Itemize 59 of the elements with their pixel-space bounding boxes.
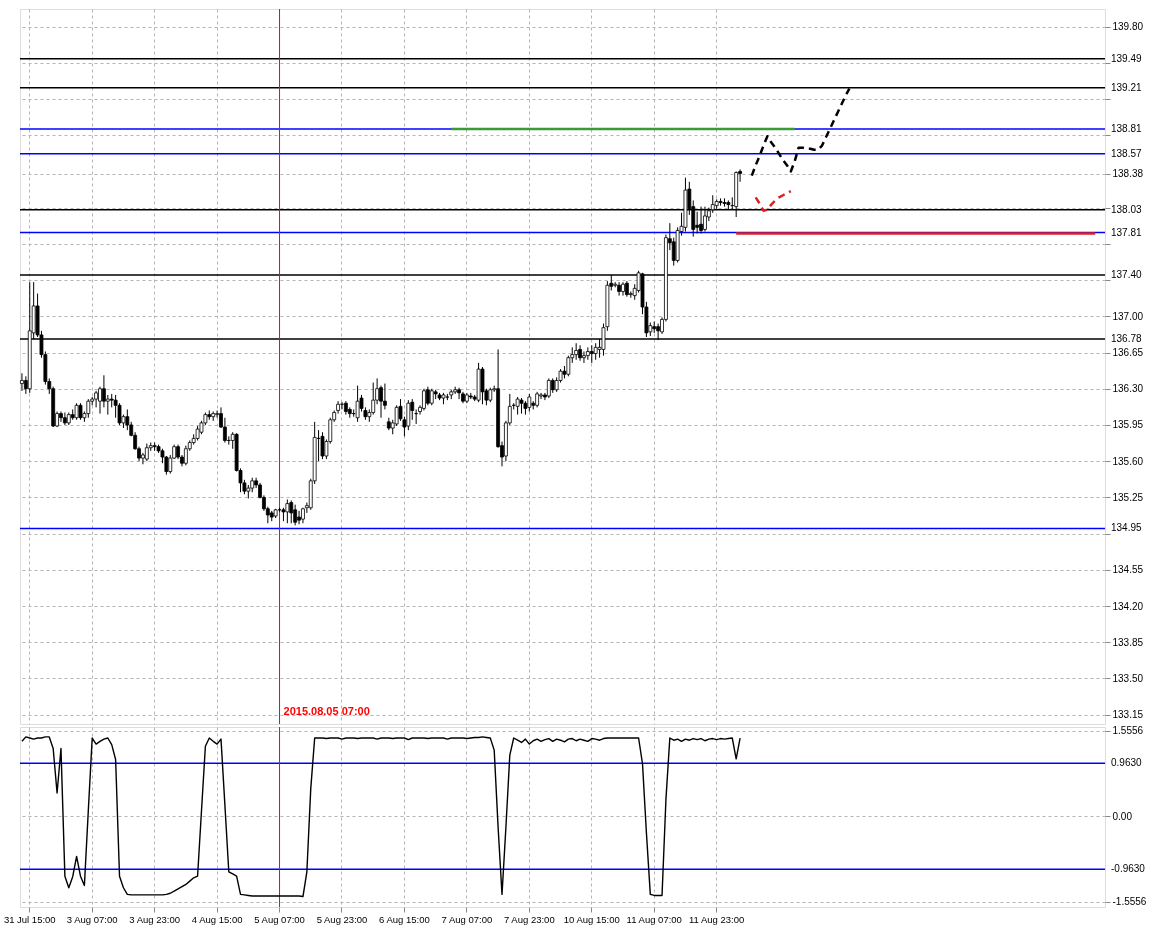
candlestick	[422, 388, 426, 411]
x-tick-label: 5 Aug 07:00	[254, 913, 305, 925]
y-tick-label: 134.55	[1112, 564, 1144, 576]
x-tick-label: 11 Aug 07:00	[626, 913, 682, 925]
y-tick-label: 139.80	[1112, 21, 1144, 33]
y-tick-label: 135.95	[1112, 419, 1144, 431]
x-tick-label: 7 Aug 23:00	[503, 913, 555, 925]
ref-line-label: 139.49	[1111, 52, 1143, 64]
y-tick-label: 134.20	[1112, 600, 1144, 612]
y-tick-label: -1.5556	[1112, 896, 1147, 908]
candlestick	[621, 281, 625, 297]
line-series	[21, 736, 741, 898]
y-tick-label: 138.38	[1112, 168, 1144, 180]
candlestick	[289, 500, 294, 524]
x-tick-label: 3 Aug 23:00	[129, 913, 181, 925]
ref-line-label: 139.21	[1111, 81, 1143, 93]
candlestick	[320, 431, 325, 460]
ref-line-label: 138.03	[1111, 203, 1143, 215]
y-tick-label: 136.65	[1112, 347, 1144, 359]
x-tick-label: 3 Aug 07:00	[66, 913, 118, 925]
candlestick	[297, 510, 301, 525]
y-tick-label: 133.15	[1112, 709, 1144, 721]
ref-line-label: 136.78	[1111, 333, 1143, 345]
x-tick-label: 11 Aug 23:00	[689, 913, 745, 925]
y-tick-label: 136.30	[1112, 383, 1144, 395]
candlestick	[94, 390, 99, 408]
line-series	[754, 189, 793, 213]
y-tick-label: 133.85	[1112, 636, 1144, 648]
x-tick-label: 4 Aug 15:00	[191, 913, 243, 925]
candlestick	[98, 386, 102, 415]
ref-line-label: 137.40	[1111, 268, 1143, 280]
candlestick	[20, 372, 24, 392]
candlestick	[585, 346, 590, 361]
x-tick-label: 6 Aug 15:00	[379, 913, 430, 925]
ref-line-label: -0.9630	[1111, 863, 1146, 875]
ref-line-label: 138.81	[1111, 123, 1143, 135]
ref-line-label: 138.57	[1111, 147, 1143, 159]
y-tick-label: 1.5556	[1112, 725, 1144, 737]
y-tick-label: 0.00	[1112, 810, 1133, 822]
y-tick-label: 137.00	[1112, 310, 1144, 322]
candlestick	[59, 411, 63, 423]
y-tick-label: 135.60	[1112, 455, 1144, 467]
ref-line-label: 134.95	[1111, 522, 1143, 534]
ref-line-label: 0.9630	[1111, 757, 1143, 769]
candlestick	[293, 504, 298, 526]
ref-line-label: 2015.08.05 07:00	[283, 705, 370, 717]
candlestick	[617, 281, 621, 297]
candlestick	[457, 387, 461, 400]
x-tick-label: 7 Aug 07:00	[441, 913, 493, 925]
ref-line-label: 137.81	[1111, 226, 1143, 238]
x-tick-label: 5 Aug 23:00	[316, 913, 368, 925]
candlestick	[582, 351, 586, 364]
candlestick	[223, 417, 227, 444]
candlestick	[285, 498, 290, 524]
x-tick-label: 10 Aug 15:00	[563, 913, 620, 925]
y-tick-label: 133.50	[1112, 672, 1144, 684]
x-tick-label: 31 Jul 15:00	[3, 913, 56, 925]
y-tick-label: 135.25	[1112, 491, 1144, 503]
candlestick	[425, 386, 430, 406]
